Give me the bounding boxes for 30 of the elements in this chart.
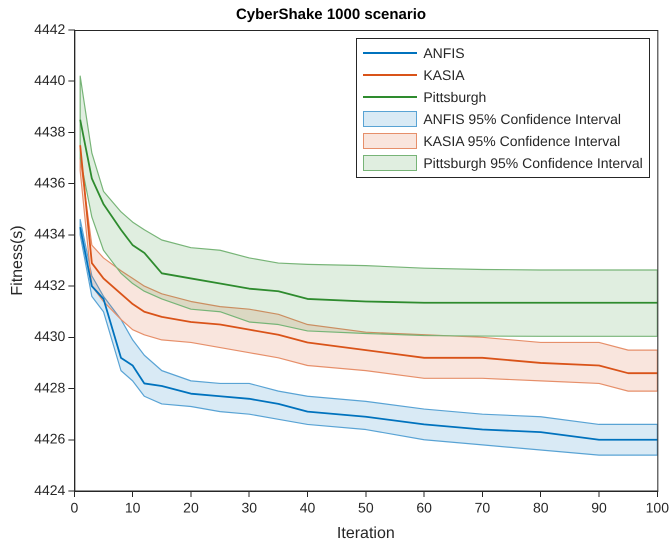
y-tick-label: 4436 xyxy=(34,174,66,191)
y-tick-label: 4428 xyxy=(34,379,66,396)
x-tick-label: 0 xyxy=(70,499,78,516)
x-tick-label: 50 xyxy=(358,499,374,516)
y-tick-label: 4442 xyxy=(34,20,66,37)
x-tick-label: 30 xyxy=(241,499,258,516)
x-tick-label: 90 xyxy=(591,499,608,516)
y-tick-label: 4430 xyxy=(34,328,66,344)
y-axis-title: Fitness(s) xyxy=(9,225,26,296)
legend-label: KASIA xyxy=(423,67,465,83)
y-tick-label: 4426 xyxy=(34,430,66,447)
annotation: KASIA 95% Confidence Interval xyxy=(423,133,620,149)
y-tick-label: 4438 xyxy=(34,123,66,140)
annotation: Pittsburgh 95% Confidence Interval xyxy=(423,155,643,171)
x-tick-label: 20 xyxy=(183,499,199,516)
x-tick-label: 40 xyxy=(300,499,316,516)
x-tick-label: 80 xyxy=(532,499,549,516)
y-tick-label: 4424 xyxy=(34,482,66,498)
y-tick-label: 4440 xyxy=(34,72,66,88)
x-axis-title: Iteration xyxy=(336,524,395,542)
annotation: ANFIS 95% Confidence Interval xyxy=(423,111,621,127)
chart-title: CyberShake 1000 scenario xyxy=(236,6,426,24)
y-tick-label: 4432 xyxy=(34,276,66,293)
x-tick-label: 70 xyxy=(474,499,490,516)
x-tick-label: 60 xyxy=(416,499,432,516)
legend-label: Pittsburgh xyxy=(423,89,486,105)
legend-label: ANFIS xyxy=(423,45,465,61)
y-tick-label: 4434 xyxy=(34,226,66,242)
x-tick-label: 100 xyxy=(646,499,670,516)
x-tick-label: 10 xyxy=(124,499,141,516)
